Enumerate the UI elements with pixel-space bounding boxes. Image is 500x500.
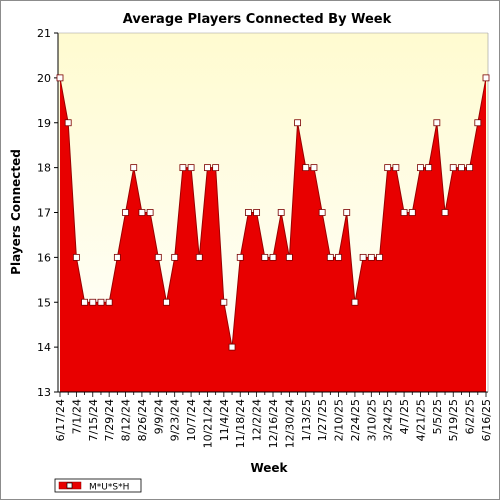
x-tick-label: 6/17/24 (54, 399, 67, 441)
data-point (220, 298, 228, 306)
x-tick-label: 5/19/25 (447, 399, 460, 441)
x-tick-label: 3/24/25 (382, 399, 395, 441)
x-tick-label: 7/15/24 (87, 399, 100, 441)
data-point (245, 209, 252, 216)
x-tick-label: 9/23/24 (169, 399, 182, 441)
x-tick-label: 3/10/25 (365, 399, 378, 441)
data-point (97, 298, 105, 306)
data-point (171, 253, 179, 261)
x-tick-label: 6/16/25 (480, 399, 493, 441)
x-tick-label: 8/12/24 (120, 399, 133, 441)
data-point (154, 253, 162, 261)
data-point (179, 164, 187, 172)
data-point (335, 253, 342, 261)
data-point (146, 209, 154, 216)
data-point (261, 253, 269, 261)
data-point (277, 209, 285, 216)
data-point (449, 164, 457, 172)
data-point (433, 119, 441, 127)
x-tick-label: 6/2/25 (464, 399, 477, 434)
data-point (204, 164, 211, 172)
x-tick-label: 1/13/25 (300, 399, 313, 441)
data-point (138, 209, 146, 216)
x-tick-label: 11/4/24 (218, 399, 231, 441)
data-point (105, 298, 113, 306)
data-point (195, 253, 203, 261)
legend-label: M*U*S*H (89, 483, 129, 493)
data-point (359, 253, 367, 261)
data-point (163, 298, 170, 306)
x-tick-label: 1/27/25 (316, 399, 329, 441)
legend-marker (66, 482, 73, 489)
y-tick-label: 13 (37, 386, 51, 399)
x-tick-label: 7/1/24 (70, 399, 83, 434)
data-point (56, 74, 64, 82)
data-point (408, 209, 416, 216)
data-point (367, 253, 375, 261)
data-point (212, 164, 220, 172)
data-point (310, 164, 318, 172)
data-point (417, 164, 424, 172)
data-point (236, 253, 244, 261)
data-point (474, 119, 482, 127)
x-tick-label: 5/5/25 (431, 399, 444, 434)
data-point (113, 253, 121, 261)
x-tick-label: 11/18/24 (234, 399, 247, 448)
data-point (351, 298, 359, 306)
data-point (466, 164, 474, 172)
x-tick-label: 2/24/25 (349, 399, 362, 441)
data-point (72, 253, 80, 261)
y-tick-label: 16 (37, 251, 51, 264)
x-tick-label: 7/29/24 (103, 399, 116, 441)
y-tick-label: 17 (37, 207, 51, 220)
data-point (392, 164, 400, 172)
data-point (122, 209, 129, 216)
data-point (187, 164, 195, 172)
data-point (228, 343, 236, 351)
data-point (482, 74, 490, 82)
data-point (302, 164, 310, 172)
x-tick-label: 4/7/25 (398, 399, 411, 434)
series-area (60, 77, 486, 392)
data-point (376, 253, 383, 261)
data-point (318, 209, 326, 216)
x-tick-label: 10/21/24 (201, 399, 214, 448)
data-point (441, 209, 449, 216)
x-tick-label: 8/26/24 (136, 399, 149, 441)
x-tick-label: 12/16/24 (267, 399, 280, 448)
data-point (425, 164, 433, 172)
data-point (384, 164, 392, 172)
data-point (285, 253, 293, 261)
data-point (343, 209, 351, 216)
data-point (294, 119, 301, 127)
data-point (64, 119, 72, 127)
y-tick-label: 21 (37, 27, 51, 40)
data-point (458, 164, 465, 172)
data-point (326, 253, 334, 261)
data-point (130, 164, 138, 172)
legend: M*U*S*H (54, 478, 142, 493)
x-tick-label: 12/2/24 (251, 399, 264, 441)
chart-title: Average Players Connected By Week (123, 12, 392, 27)
x-tick-label: 12/30/24 (283, 399, 296, 448)
y-tick-label: 14 (37, 341, 51, 354)
x-tick-label: 9/9/24 (152, 399, 165, 434)
y-axis-label: Players Connected (9, 149, 23, 275)
y-tick-label: 19 (37, 117, 51, 130)
x-axis-label: Week (250, 461, 288, 475)
data-point (81, 298, 88, 306)
data-point (89, 298, 97, 306)
data-point (400, 209, 408, 216)
data-point (253, 209, 261, 216)
x-tick-label: 4/21/25 (414, 399, 427, 441)
x-tick-label: 10/7/24 (185, 399, 198, 441)
y-tick-label: 15 (37, 296, 51, 309)
y-tick-label: 18 (37, 162, 51, 175)
y-tick-label: 20 (37, 72, 51, 85)
x-tick-label: 2/10/25 (333, 399, 346, 441)
data-point (269, 253, 277, 261)
